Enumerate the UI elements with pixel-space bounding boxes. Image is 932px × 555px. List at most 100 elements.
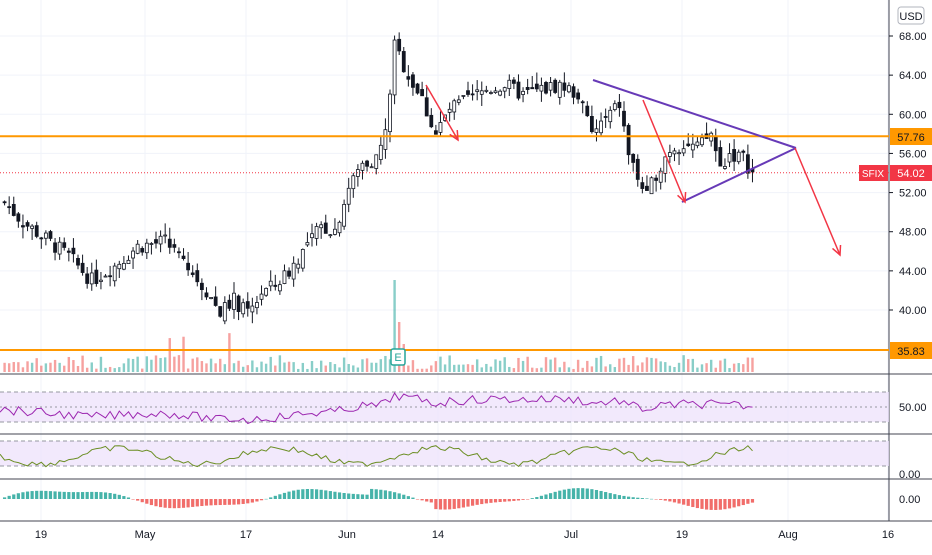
earnings-marker[interactable]: E: [390, 348, 406, 366]
candle-body-55: [250, 305, 255, 313]
volume-bar-74: [338, 367, 341, 372]
macd-bar-47: [214, 499, 218, 506]
candle-body-135: [617, 101, 622, 109]
candle-body-39: [177, 251, 181, 254]
candlesticks: [2, 32, 755, 325]
macd-bar-65: [296, 489, 300, 499]
macd-bar-124: [567, 488, 571, 499]
macd-bar-122: [558, 490, 562, 499]
volume-bar-97: [443, 364, 447, 372]
macd-bar-104: [475, 499, 479, 505]
candle-body-65: [296, 263, 301, 269]
volume-bar-103: [471, 364, 474, 372]
candle-body-19: [85, 273, 90, 284]
candle-body-82: [374, 154, 379, 169]
volume-bar-24: [108, 366, 112, 372]
volume-bar-37: [168, 338, 171, 372]
arrow-projection-shaft: [794, 147, 841, 256]
candle-body-48: [218, 306, 223, 317]
volume-bar-132: [604, 366, 607, 372]
candle-body-160: [732, 149, 737, 162]
candle-body-32: [144, 242, 149, 254]
macd-bar-20: [90, 491, 94, 499]
lower-trendline: [681, 147, 797, 203]
macd-bar-1: [2, 497, 7, 499]
candle-body-156: [713, 135, 718, 152]
volume-bar-60: [274, 365, 277, 372]
candle-body-20: [89, 272, 94, 285]
macd-bar-68: [310, 489, 314, 499]
candle-body-67: [305, 242, 310, 246]
macd-bar-59: [269, 497, 273, 499]
currency-button[interactable]: USD: [897, 6, 925, 25]
volume-bar-134: [613, 367, 617, 372]
volume-bar-98: [448, 355, 451, 372]
volume-bar-91: [416, 368, 419, 372]
candle-body-114: [521, 90, 525, 95]
macd-bar-157: [718, 499, 722, 510]
last-price-label-bg: [890, 165, 932, 181]
candle-body-27: [121, 262, 126, 270]
candle-body-99: [452, 100, 457, 113]
macd-bar-123: [562, 489, 566, 499]
macd-bar-69: [314, 489, 319, 499]
macd-bar-86: [392, 492, 397, 499]
volume-bar-120: [549, 359, 552, 372]
volume-bar-9: [40, 365, 43, 372]
volume-bar-156: [714, 367, 717, 372]
candle-body-152: [695, 141, 700, 147]
candle-body-149: [681, 148, 686, 154]
candle-body-158: [723, 166, 727, 169]
macd-bar-121: [553, 491, 557, 499]
macd-bar-84: [383, 490, 388, 499]
volume-bar-119: [544, 357, 548, 372]
candle-body-81: [369, 166, 374, 169]
macd-bar-111: [507, 499, 511, 502]
macd-bar-143: [654, 499, 658, 500]
volume-bar-65: [297, 368, 300, 372]
volume-bar-136: [622, 357, 626, 372]
macd-bar-117: [535, 497, 539, 499]
macd-bar-16: [71, 492, 76, 499]
candle-body-90: [411, 74, 415, 88]
volume-bar-36: [163, 357, 167, 372]
candle-body-43: [195, 270, 200, 283]
volume-bar-22: [99, 356, 103, 372]
macd-bar-102: [466, 499, 470, 507]
date-axis[interactable]: 19 May 17 Jun 14 Jul 19 Aug 16: [35, 529, 894, 541]
volume-bar-38: [173, 356, 176, 372]
currency-label: USD: [899, 11, 922, 23]
volume-bar-59: [269, 356, 272, 372]
currency-button-box[interactable]: [897, 6, 925, 25]
macd-bar-32: [145, 499, 149, 504]
macd-bar-103: [470, 499, 475, 506]
candle-body-85: [388, 93, 392, 133]
price-axis[interactable]: 68.00 64.00 60.00 56.00 52.00 48.00 44.00 40.00: [889, 31, 927, 317]
volume-bar-162: [742, 364, 745, 372]
candle-body-40: [181, 255, 186, 259]
volume-bar-31: [141, 368, 144, 372]
macd-bar-6: [25, 491, 30, 499]
macd-bar-127: [581, 488, 585, 499]
macd-bar-49: [223, 499, 227, 505]
macd-bar-21: [94, 491, 98, 499]
macd-bar-94: [429, 499, 433, 503]
candle-body-33: [149, 243, 154, 245]
volume-bar-42: [191, 358, 194, 372]
candle-body-5: [21, 225, 25, 228]
arrow-july-head: [677, 191, 687, 204]
volume-bar-68: [310, 361, 314, 372]
candle-body-123: [562, 82, 567, 91]
candle-body-107: [489, 92, 493, 94]
candle-body-64: [291, 262, 296, 280]
macd-bar-18: [80, 492, 85, 499]
volume-bar-84: [384, 355, 387, 372]
macd-bar-22: [99, 492, 103, 499]
volume-bar-69: [315, 368, 318, 372]
volume-bar-150: [687, 359, 690, 372]
macd-bar-153: [700, 499, 704, 509]
macd-bar-81: [370, 488, 374, 499]
earnings-marker-box[interactable]: [390, 348, 406, 366]
